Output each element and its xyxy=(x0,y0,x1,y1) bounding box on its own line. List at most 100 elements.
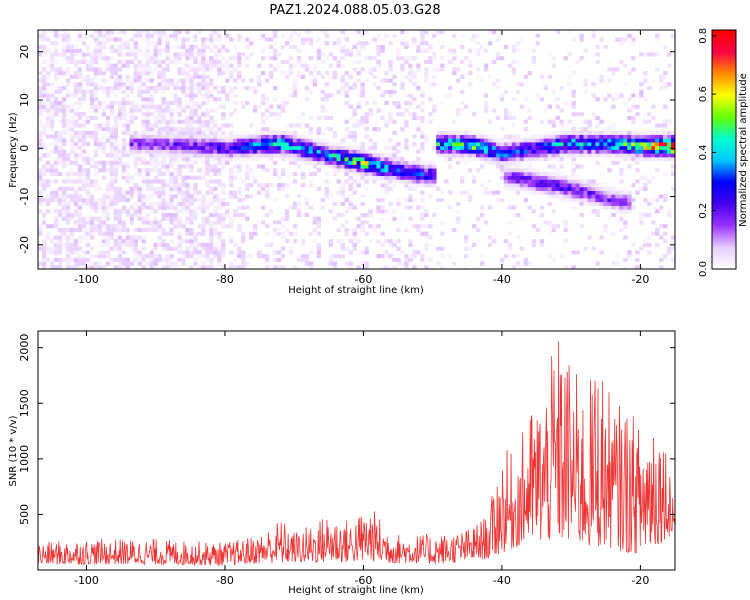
spectrogram-cell xyxy=(193,146,197,150)
spectrogram-cell xyxy=(372,142,376,146)
spectrogram-cell xyxy=(145,116,149,120)
spectrogram-cell xyxy=(149,209,153,213)
spectrogram-cell xyxy=(333,254,337,258)
spectrogram-cell xyxy=(603,135,607,139)
spectrogram-cell xyxy=(384,183,388,187)
spectrogram-cell xyxy=(197,135,201,139)
spectrogram-cell xyxy=(90,179,94,183)
spectrogram-cell xyxy=(341,90,345,94)
spectrogram-cell xyxy=(313,67,317,71)
spectrogram-cell xyxy=(213,127,217,131)
spectrogram-cell xyxy=(536,153,540,157)
spectrogram-cell xyxy=(428,183,432,187)
spectrogram-cell xyxy=(54,131,58,135)
spectrogram-cell xyxy=(587,194,591,198)
spectrogram-cell xyxy=(145,127,149,131)
spectrogram-cell xyxy=(90,60,94,64)
spectrogram-cell xyxy=(376,127,380,131)
spectrogram-cell xyxy=(193,93,197,97)
spectrogram-cell xyxy=(289,172,293,176)
spectrogram-cell xyxy=(209,164,213,168)
spectrogram-cell xyxy=(249,41,253,45)
spectrogram-cell xyxy=(603,138,607,142)
spectrogram-cell xyxy=(277,150,281,154)
spectrogram-cell xyxy=(277,142,281,146)
spectrogram-cell xyxy=(197,198,201,202)
spectrogram-cell xyxy=(74,123,78,127)
spectrogram-cell xyxy=(94,108,98,112)
spectrogram-cell xyxy=(98,228,102,232)
spectrogram-cell xyxy=(142,198,146,202)
spectrogram-cell xyxy=(623,213,627,217)
spectrogram-cell xyxy=(337,37,341,41)
spectrogram-cell xyxy=(380,198,384,202)
spectrogram-cell xyxy=(269,209,273,213)
spectrogram-cell xyxy=(345,153,349,157)
spectrogram-cell xyxy=(94,52,98,56)
spectrogram-cell xyxy=(388,176,392,180)
spectrogram-cell xyxy=(444,131,448,135)
spectrogram-cell xyxy=(599,172,603,176)
spectrogram-cell xyxy=(94,90,98,94)
spectrogram-cell xyxy=(273,34,277,38)
spectrogram-cell xyxy=(106,232,110,236)
spectrogram-cell xyxy=(667,247,671,251)
spectrogram-cell xyxy=(157,220,161,224)
spectrogram-cell xyxy=(627,97,631,101)
spectrogram-cell xyxy=(548,254,552,258)
spectrogram-cell xyxy=(532,243,536,247)
spectrogram-cell xyxy=(106,123,110,127)
spectrogram-cell xyxy=(317,247,321,251)
spectrogram-cell xyxy=(496,198,500,202)
spectrogram-cell xyxy=(269,135,273,139)
spectrogram-cell xyxy=(229,138,233,142)
spectrogram-cell xyxy=(229,239,233,243)
spectrogram-cell xyxy=(341,30,345,34)
spectrogram-cell xyxy=(50,191,54,195)
spectrogram-cell xyxy=(532,168,536,172)
spectrogram-cell xyxy=(496,86,500,90)
spectrogram-cell xyxy=(412,82,416,86)
spectrogram-cell xyxy=(627,135,631,139)
spectrogram-cell xyxy=(122,258,126,262)
spectrogram-cell xyxy=(225,161,229,165)
spectrogram-cell xyxy=(82,60,86,64)
spectrogram-cell xyxy=(209,150,213,154)
spectrogram-cell xyxy=(289,34,293,38)
spectrogram-cell xyxy=(512,116,516,120)
spectrogram-cell xyxy=(631,116,635,120)
spectrogram-cell xyxy=(360,123,364,127)
spectrogram-cell xyxy=(560,194,564,198)
spectrogram-cell xyxy=(106,64,110,68)
spectrogram-cell xyxy=(440,131,444,135)
spectrogram-cell xyxy=(38,108,42,112)
spectrogram-cell xyxy=(309,90,313,94)
spectrogram-cell xyxy=(436,262,440,266)
spectrogram-cell xyxy=(297,157,301,161)
spectrogram-cell xyxy=(607,194,611,198)
spectrogram-cell xyxy=(118,191,122,195)
spectrogram-cell xyxy=(404,101,408,105)
spectrogram-cell xyxy=(540,206,544,210)
spectrogram-cell xyxy=(50,150,54,154)
spectrogram-cell xyxy=(157,161,161,165)
spectrogram-cell xyxy=(134,228,138,232)
spectrogram-cell xyxy=(58,108,62,112)
spectrogram-cell xyxy=(428,176,432,180)
spectrogram-cell xyxy=(130,176,134,180)
colorbar-label: Normalized spectral amplitude xyxy=(738,73,749,227)
spectrogram-cell xyxy=(408,79,412,83)
spectrogram-cell xyxy=(209,79,213,83)
spectrogram-cell xyxy=(313,79,317,83)
spectrogram-cell xyxy=(145,161,149,165)
spectrogram-cell xyxy=(571,131,575,135)
spectrogram-cell xyxy=(623,194,627,198)
spectrogram-cell xyxy=(161,206,165,210)
spectrogram-cell xyxy=(145,64,149,68)
spectrogram-cell xyxy=(305,123,309,127)
spectrogram-cell xyxy=(241,232,245,236)
spectrogram-cell xyxy=(408,93,412,97)
spectrogram-cell xyxy=(118,60,122,64)
spectrogram-cell xyxy=(496,157,500,161)
spectrogram-cell xyxy=(110,112,114,116)
